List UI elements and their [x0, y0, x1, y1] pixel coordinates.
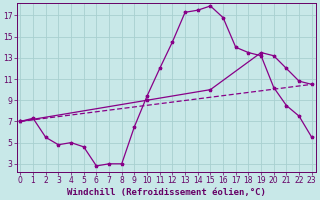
X-axis label: Windchill (Refroidissement éolien,°C): Windchill (Refroidissement éolien,°C) [67, 188, 266, 197]
